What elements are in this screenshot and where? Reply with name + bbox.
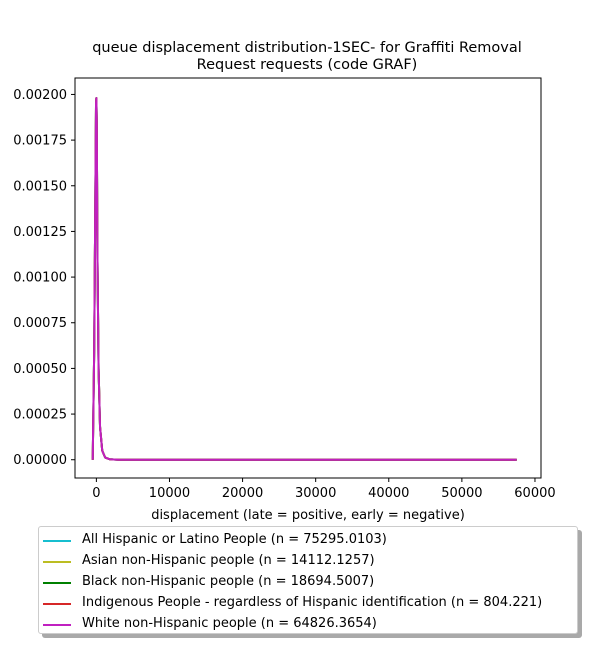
y-tick-label: 0.00075 [13,316,67,331]
series-line [91,97,517,461]
plot-lines [91,97,517,461]
legend-item: White non-Hispanic people (n = 64826.365… [39,614,575,635]
series-line [91,97,517,461]
series-line [91,97,517,461]
legend-item: Black non-Hispanic people (n = 18694.500… [39,572,575,593]
y-tick-label: 0.00150 [13,179,67,194]
legend-item: All Hispanic or Latino People (n = 75295… [39,530,575,551]
chart-title-line-2: Request requests (code GRAF) [197,57,418,73]
legend-swatch [43,540,71,542]
chart-title-line-1: queue displacement distribution-1SEC- fo… [92,40,522,56]
x-tick-label: 10000 [149,486,190,501]
y-axis: 0.00000 0.00025 0.00050 0.00075 0.00100 0.001… [13,88,75,468]
series-line [91,97,517,461]
legend-item: Indigenous People - regardless of Hispan… [39,593,575,614]
legend-label: Black non-Hispanic people (n = 18694.500… [82,574,375,589]
y-tick-label: 0.00025 [13,408,67,423]
legend-swatch [43,603,71,605]
legend-swatch [43,582,71,584]
x-tick-label: 30000 [295,486,336,501]
x-tick-label: 20000 [222,486,263,501]
x-axis-label: displacement (late = positive, early = n… [151,508,465,523]
legend-label: All Hispanic or Latino People (n = 75295… [82,532,387,547]
series-line [91,97,517,461]
legend-swatch [43,561,71,563]
legend-label: Asian non-Hispanic people (n = 14112.125… [82,553,375,568]
x-tick-label: 60000 [514,486,555,501]
legend-label: Indigenous People - regardless of Hispan… [82,595,543,610]
legend: All Hispanic or Latino People (n = 75295… [38,526,578,634]
y-tick-label: 0.00000 [13,453,67,468]
legend-swatch [43,624,71,626]
y-tick-label: 0.00100 [13,271,67,286]
legend-item: Asian non-Hispanic people (n = 14112.125… [39,551,575,572]
x-tick-label: 40000 [368,486,409,501]
x-tick-label: 50000 [441,486,482,501]
x-tick-label: 0 [92,486,100,501]
y-tick-label: 0.00125 [13,225,67,240]
plot-frame [74,77,542,479]
y-tick-label: 0.00175 [13,134,67,149]
legend-label: White non-Hispanic people (n = 64826.365… [82,616,377,631]
y-tick-label: 0.00200 [13,88,67,103]
x-axis: 0 10000 20000 30000 40000 50000 60000 [92,478,556,501]
y-tick-label: 0.00050 [13,362,67,377]
